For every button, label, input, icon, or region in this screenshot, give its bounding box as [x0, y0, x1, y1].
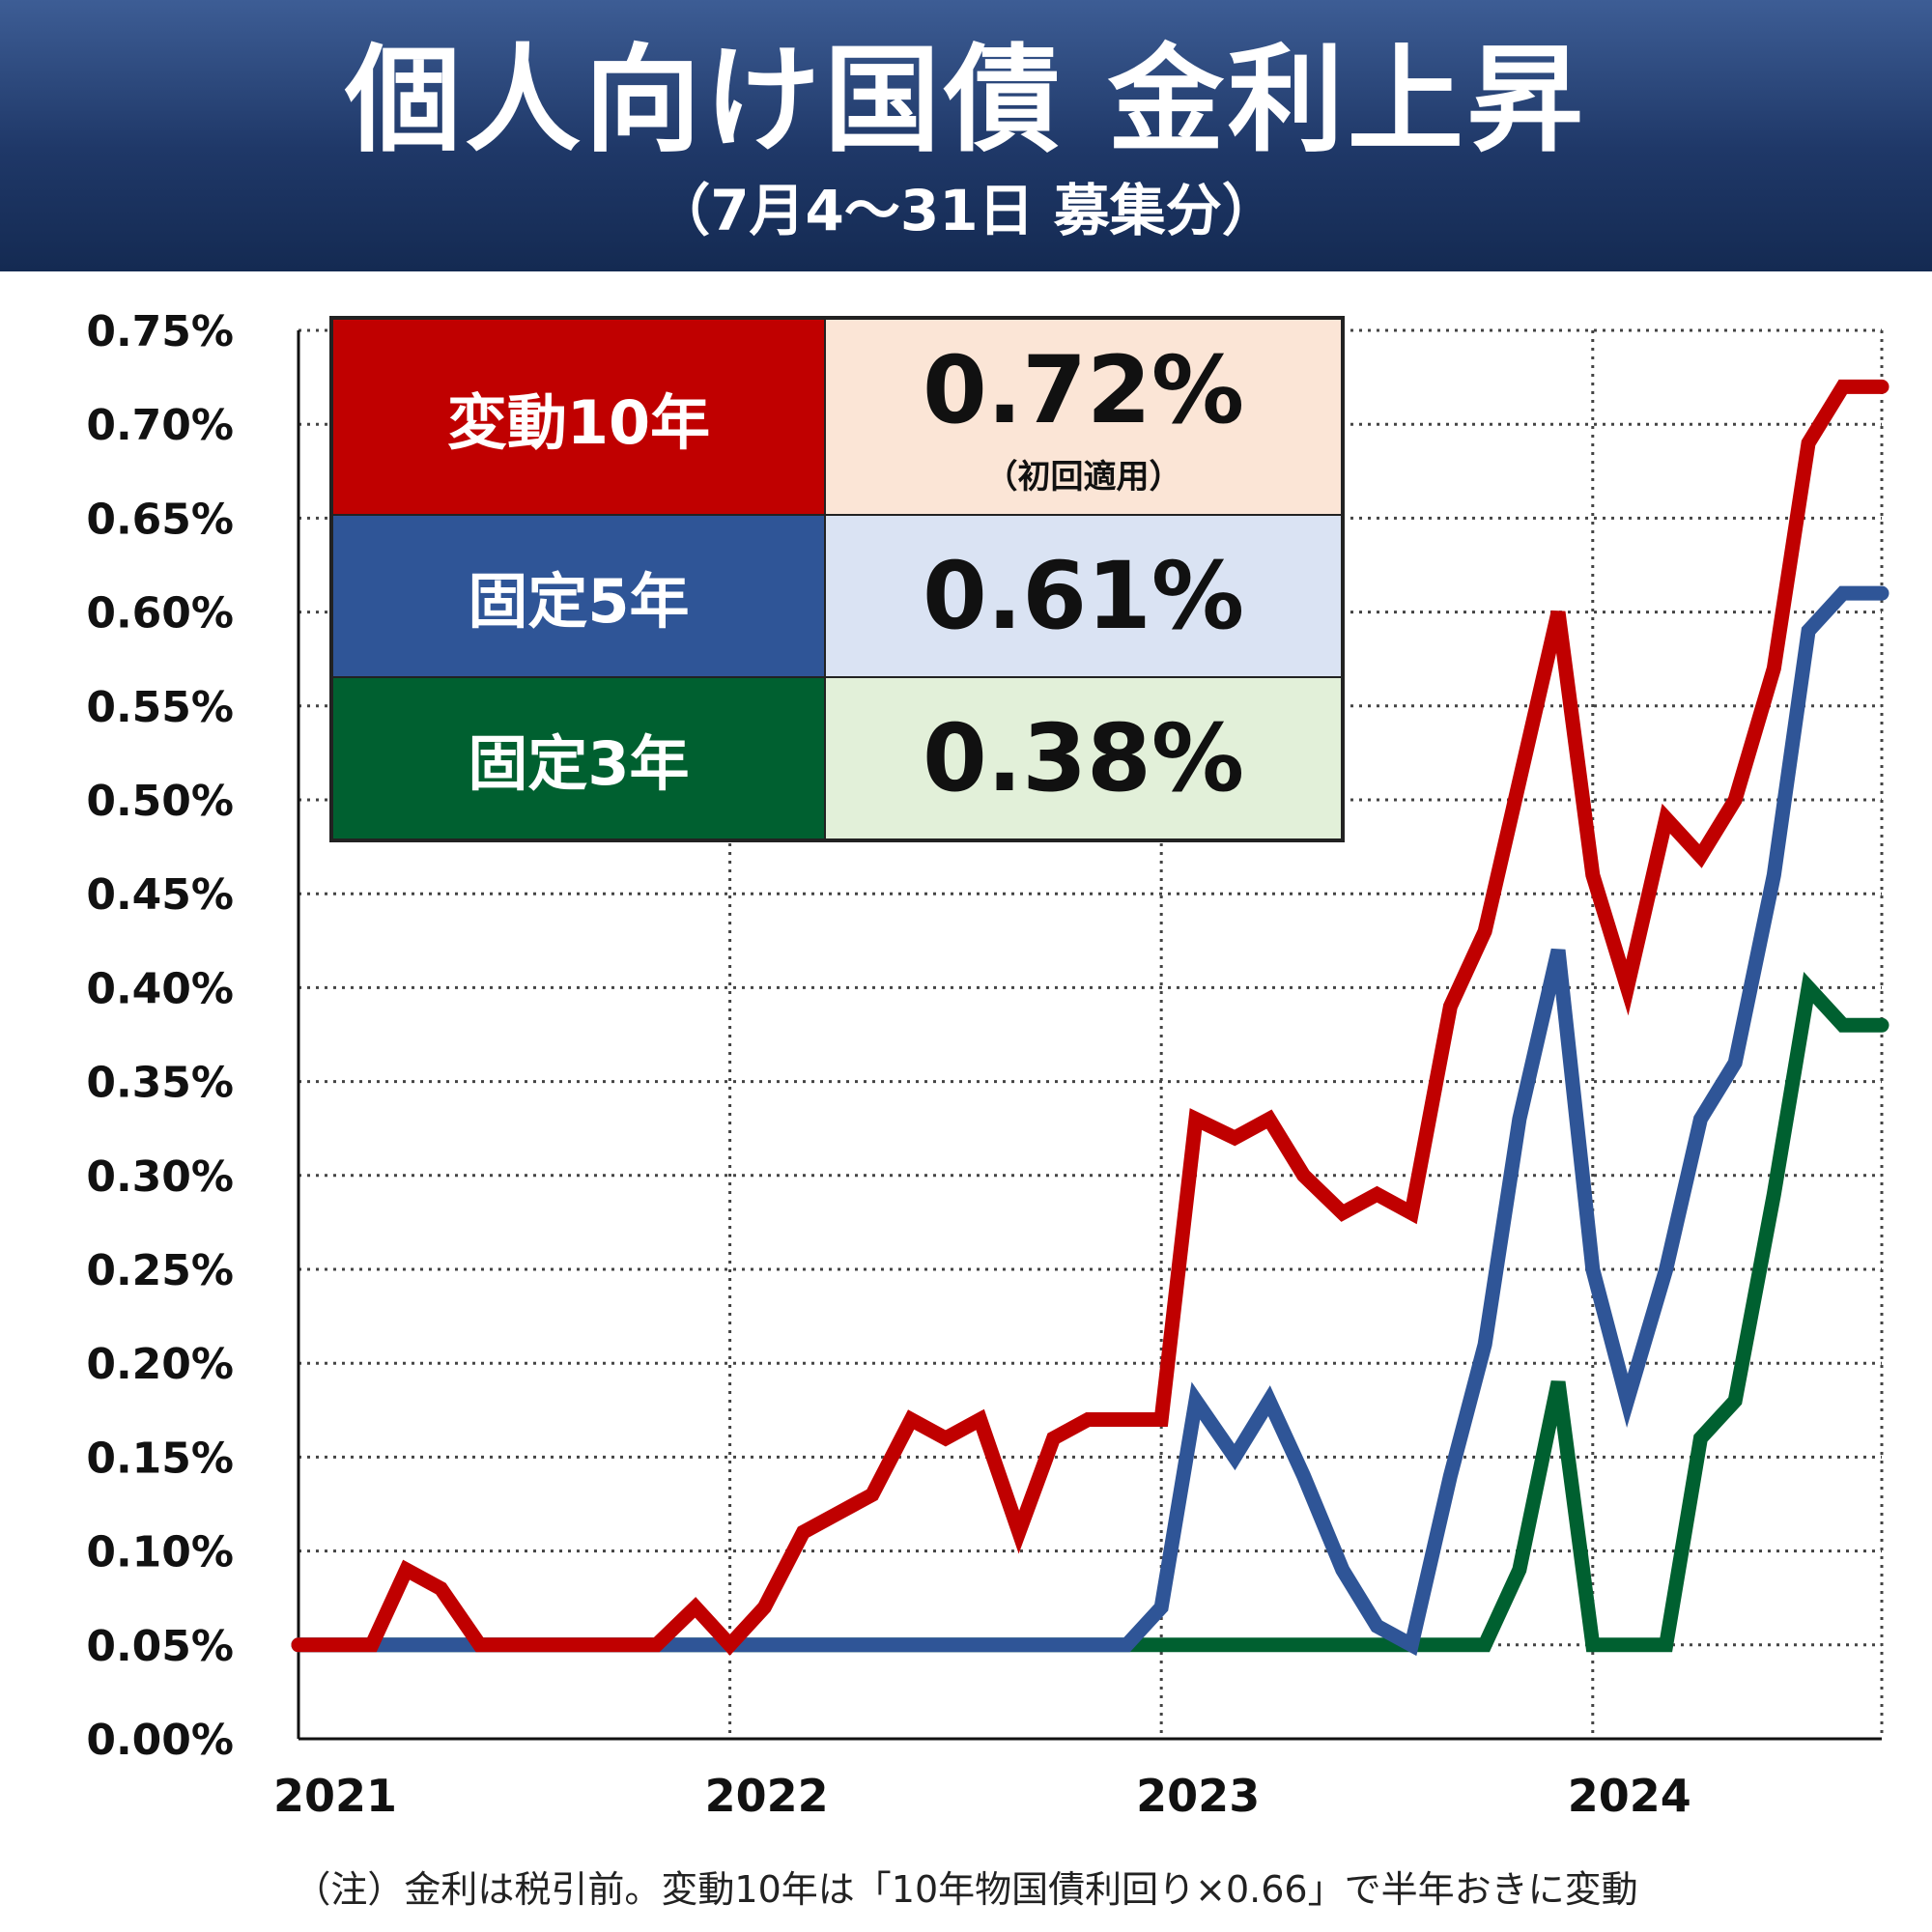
series-lines: [291, 379, 1889, 1657]
y-tick-label: 0.35%: [86, 1059, 234, 1108]
row-fixed3-value: 0.38%: [825, 677, 1342, 839]
chart-axes: [297, 330, 1882, 1741]
series-line-fixed5: [291, 585, 1889, 1657]
y-tick-label: 0.45%: [86, 870, 234, 920]
fixed5-rate: 0.61%: [922, 542, 1245, 650]
y-axis-ticks: 0.00% 0.05% 0.10% 0.15% 0.20% 0.25% 0.30% 0.35%…: [86, 307, 234, 1765]
floating10-note: （初回適用）: [984, 458, 1182, 497]
x-tick-label: 2023: [1136, 1770, 1260, 1822]
row-fixed5-value: 0.61%: [825, 515, 1342, 677]
y-tick-label: 0.25%: [86, 1246, 234, 1295]
rate-summary-table: 変動10年 0.72% （初回適用） 固定5年 0.61% 固定3年 0.38%: [329, 316, 1345, 842]
header-banner: 個人向け国債 金利上昇 （7月4〜31日 募集分）: [0, 0, 1932, 271]
y-tick-label: 0.75%: [86, 307, 234, 356]
y-tick-label: 0.70%: [86, 401, 234, 450]
series-line-floating10: [291, 379, 1889, 1656]
floating10-rate: 0.72%: [922, 336, 1245, 444]
y-tick-label: 0.00%: [86, 1716, 234, 1765]
fixed3-rate: 0.38%: [922, 704, 1245, 812]
x-tick-label: 2022: [705, 1770, 829, 1822]
footnote: （注）金利は税引前。変動10年は「10年物国債利回り×0.66」で半年おきに変動: [294, 1868, 1638, 1911]
y-tick-label: 0.55%: [86, 683, 234, 732]
y-tick-label: 0.15%: [86, 1434, 234, 1483]
x-tick-label: 2024: [1568, 1770, 1691, 1822]
row-fixed5-label: 固定5年: [332, 515, 825, 677]
y-tick-label: 0.20%: [86, 1340, 234, 1389]
y-tick-label: 0.65%: [86, 495, 234, 544]
y-tick-label: 0.40%: [86, 964, 234, 1013]
y-tick-label: 0.30%: [86, 1152, 234, 1202]
page-subtitle: （7月4〜31日 募集分）: [654, 178, 1278, 243]
y-tick-label: 0.50%: [86, 777, 234, 826]
row-floating10-label: 変動10年: [332, 319, 825, 515]
y-tick-label: 0.60%: [86, 589, 234, 639]
page-title: 個人向け国債 金利上昇: [345, 34, 1587, 168]
y-tick-label: 0.10%: [86, 1528, 234, 1577]
x-tick-label: 2021: [273, 1770, 397, 1822]
x-axis-ticks: 2021 2022 2023 2024: [273, 1770, 1691, 1822]
series-line-fixed3: [291, 972, 1889, 1653]
y-tick-label: 0.05%: [86, 1622, 234, 1671]
row-fixed3-label: 固定3年: [332, 677, 825, 839]
row-floating10-value: 0.72% （初回適用）: [825, 319, 1342, 515]
